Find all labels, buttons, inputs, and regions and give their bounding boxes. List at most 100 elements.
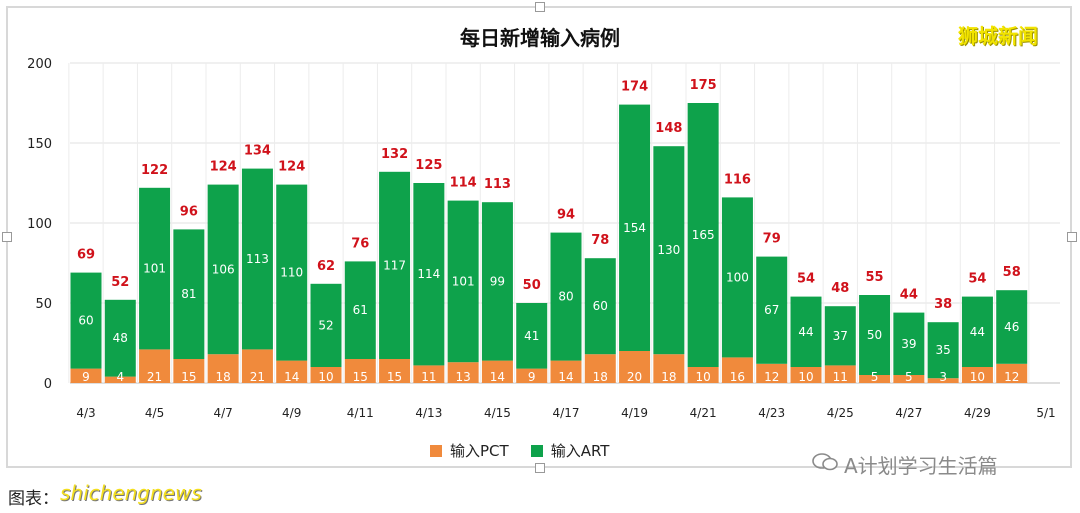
resize-handle-top[interactable] bbox=[535, 2, 545, 12]
chart-title: 每日新增输入病例 bbox=[460, 26, 620, 50]
data-label-total: 50 bbox=[523, 278, 541, 293]
data-label-art: 44 bbox=[798, 325, 813, 339]
data-label-total: 54 bbox=[968, 272, 986, 287]
bar-art bbox=[756, 256, 788, 364]
y-tick-label: 100 bbox=[27, 217, 52, 232]
x-tick-label: 4/23 bbox=[758, 406, 785, 420]
bar-pct bbox=[927, 378, 959, 383]
x-tick-label: 4/29 bbox=[964, 406, 991, 420]
data-label-art: 46 bbox=[1004, 320, 1019, 334]
data-label-art: 117 bbox=[383, 258, 406, 272]
data-label-art: 39 bbox=[901, 337, 916, 351]
data-label-pct: 18 bbox=[593, 370, 608, 384]
x-tick-label: 4/13 bbox=[415, 406, 442, 420]
data-label-pct: 5 bbox=[871, 370, 879, 384]
data-label-pct: 11 bbox=[833, 370, 848, 384]
data-label-art: 81 bbox=[181, 287, 196, 301]
legend-swatch-art bbox=[530, 444, 543, 457]
data-label-art: 60 bbox=[78, 314, 93, 328]
legend-label-art: 输入ART bbox=[550, 442, 610, 460]
bar-art bbox=[996, 290, 1028, 364]
bar-art bbox=[687, 103, 719, 367]
bar-pct bbox=[893, 375, 925, 383]
data-label-pct: 9 bbox=[528, 370, 536, 384]
x-tick-label: 4/3 bbox=[76, 406, 95, 420]
x-tick-label: 4/19 bbox=[621, 406, 648, 420]
data-label-art: 100 bbox=[726, 270, 749, 284]
footer-caption: 图表： bbox=[8, 489, 59, 509]
data-label-total: 55 bbox=[866, 270, 884, 285]
data-label-total: 114 bbox=[450, 176, 477, 191]
bar-pct bbox=[721, 357, 753, 383]
bar-pct bbox=[859, 375, 891, 383]
data-label-total: 113 bbox=[484, 177, 511, 192]
footer-site-watermark: shichengnews bbox=[60, 481, 202, 505]
data-label-art: 165 bbox=[692, 228, 715, 242]
data-label-art: 101 bbox=[452, 274, 475, 288]
bar-pct bbox=[756, 363, 788, 383]
data-label-total: 132 bbox=[381, 147, 408, 162]
bar-pct bbox=[139, 349, 171, 383]
data-label-pct: 9 bbox=[82, 370, 90, 384]
bar-art bbox=[344, 261, 376, 359]
bar-pct bbox=[961, 367, 993, 383]
bar-art bbox=[619, 104, 651, 351]
y-tick-label: 200 bbox=[27, 57, 52, 72]
data-label-pct: 14 bbox=[558, 370, 573, 384]
bar-art bbox=[927, 322, 959, 379]
bar-art bbox=[721, 197, 753, 358]
bar-pct bbox=[413, 365, 445, 383]
x-tick-label: 4/17 bbox=[553, 406, 580, 420]
x-tick-label: 4/11 bbox=[347, 406, 374, 420]
resize-handle-bottom[interactable] bbox=[535, 463, 545, 473]
x-tick-label: 4/5 bbox=[145, 406, 164, 420]
bar-pct bbox=[584, 354, 616, 383]
bar-art bbox=[413, 183, 445, 366]
bar-art bbox=[481, 202, 513, 361]
data-label-art: 106 bbox=[212, 262, 235, 276]
bar-art bbox=[104, 299, 136, 377]
data-label-pct: 15 bbox=[181, 370, 196, 384]
data-label-pct: 3 bbox=[939, 370, 947, 384]
bar-pct bbox=[104, 376, 136, 383]
data-label-art: 50 bbox=[867, 328, 882, 342]
data-label-pct: 15 bbox=[387, 370, 402, 384]
wechat-icon bbox=[812, 452, 838, 477]
bar-art bbox=[516, 303, 548, 369]
data-label-art: 60 bbox=[593, 299, 608, 313]
bar-pct bbox=[379, 359, 411, 383]
data-label-art: 37 bbox=[833, 329, 848, 343]
bar-pct bbox=[276, 360, 308, 383]
data-label-total: 78 bbox=[591, 233, 609, 248]
bar-art bbox=[139, 187, 171, 350]
x-tick-label: 4/15 bbox=[484, 406, 511, 420]
bar-pct bbox=[481, 360, 513, 383]
bar-art bbox=[70, 272, 102, 369]
data-label-total: 96 bbox=[180, 204, 198, 219]
resize-handle-left[interactable] bbox=[2, 232, 12, 242]
data-label-pct: 16 bbox=[730, 370, 745, 384]
bar-pct bbox=[687, 367, 719, 383]
bar-pct bbox=[619, 351, 651, 383]
bar-art bbox=[584, 258, 616, 355]
data-label-total: 69 bbox=[77, 248, 95, 263]
bar-pct bbox=[207, 354, 239, 383]
resize-handle-right[interactable] bbox=[1067, 232, 1077, 242]
data-label-pct: 14 bbox=[490, 370, 505, 384]
bar-art bbox=[859, 295, 891, 375]
legend-swatch-pct bbox=[430, 444, 442, 457]
bar-pct bbox=[344, 359, 376, 383]
data-label-pct: 12 bbox=[1004, 370, 1019, 384]
data-label-total: 124 bbox=[278, 160, 305, 175]
data-label-art: 48 bbox=[113, 331, 128, 345]
x-tick-label: 4/27 bbox=[895, 406, 922, 420]
data-label-total: 116 bbox=[724, 172, 751, 187]
legend-label-pct: 输入PCT bbox=[450, 442, 509, 460]
x-tick-label: 4/9 bbox=[282, 406, 301, 420]
data-label-pct: 10 bbox=[318, 370, 333, 384]
bar-pct bbox=[824, 365, 856, 383]
legend-item-art: 输入ART bbox=[530, 440, 610, 461]
data-label-total: 79 bbox=[763, 232, 781, 247]
data-label-pct: 14 bbox=[284, 370, 299, 384]
data-label-pct: 10 bbox=[798, 370, 813, 384]
